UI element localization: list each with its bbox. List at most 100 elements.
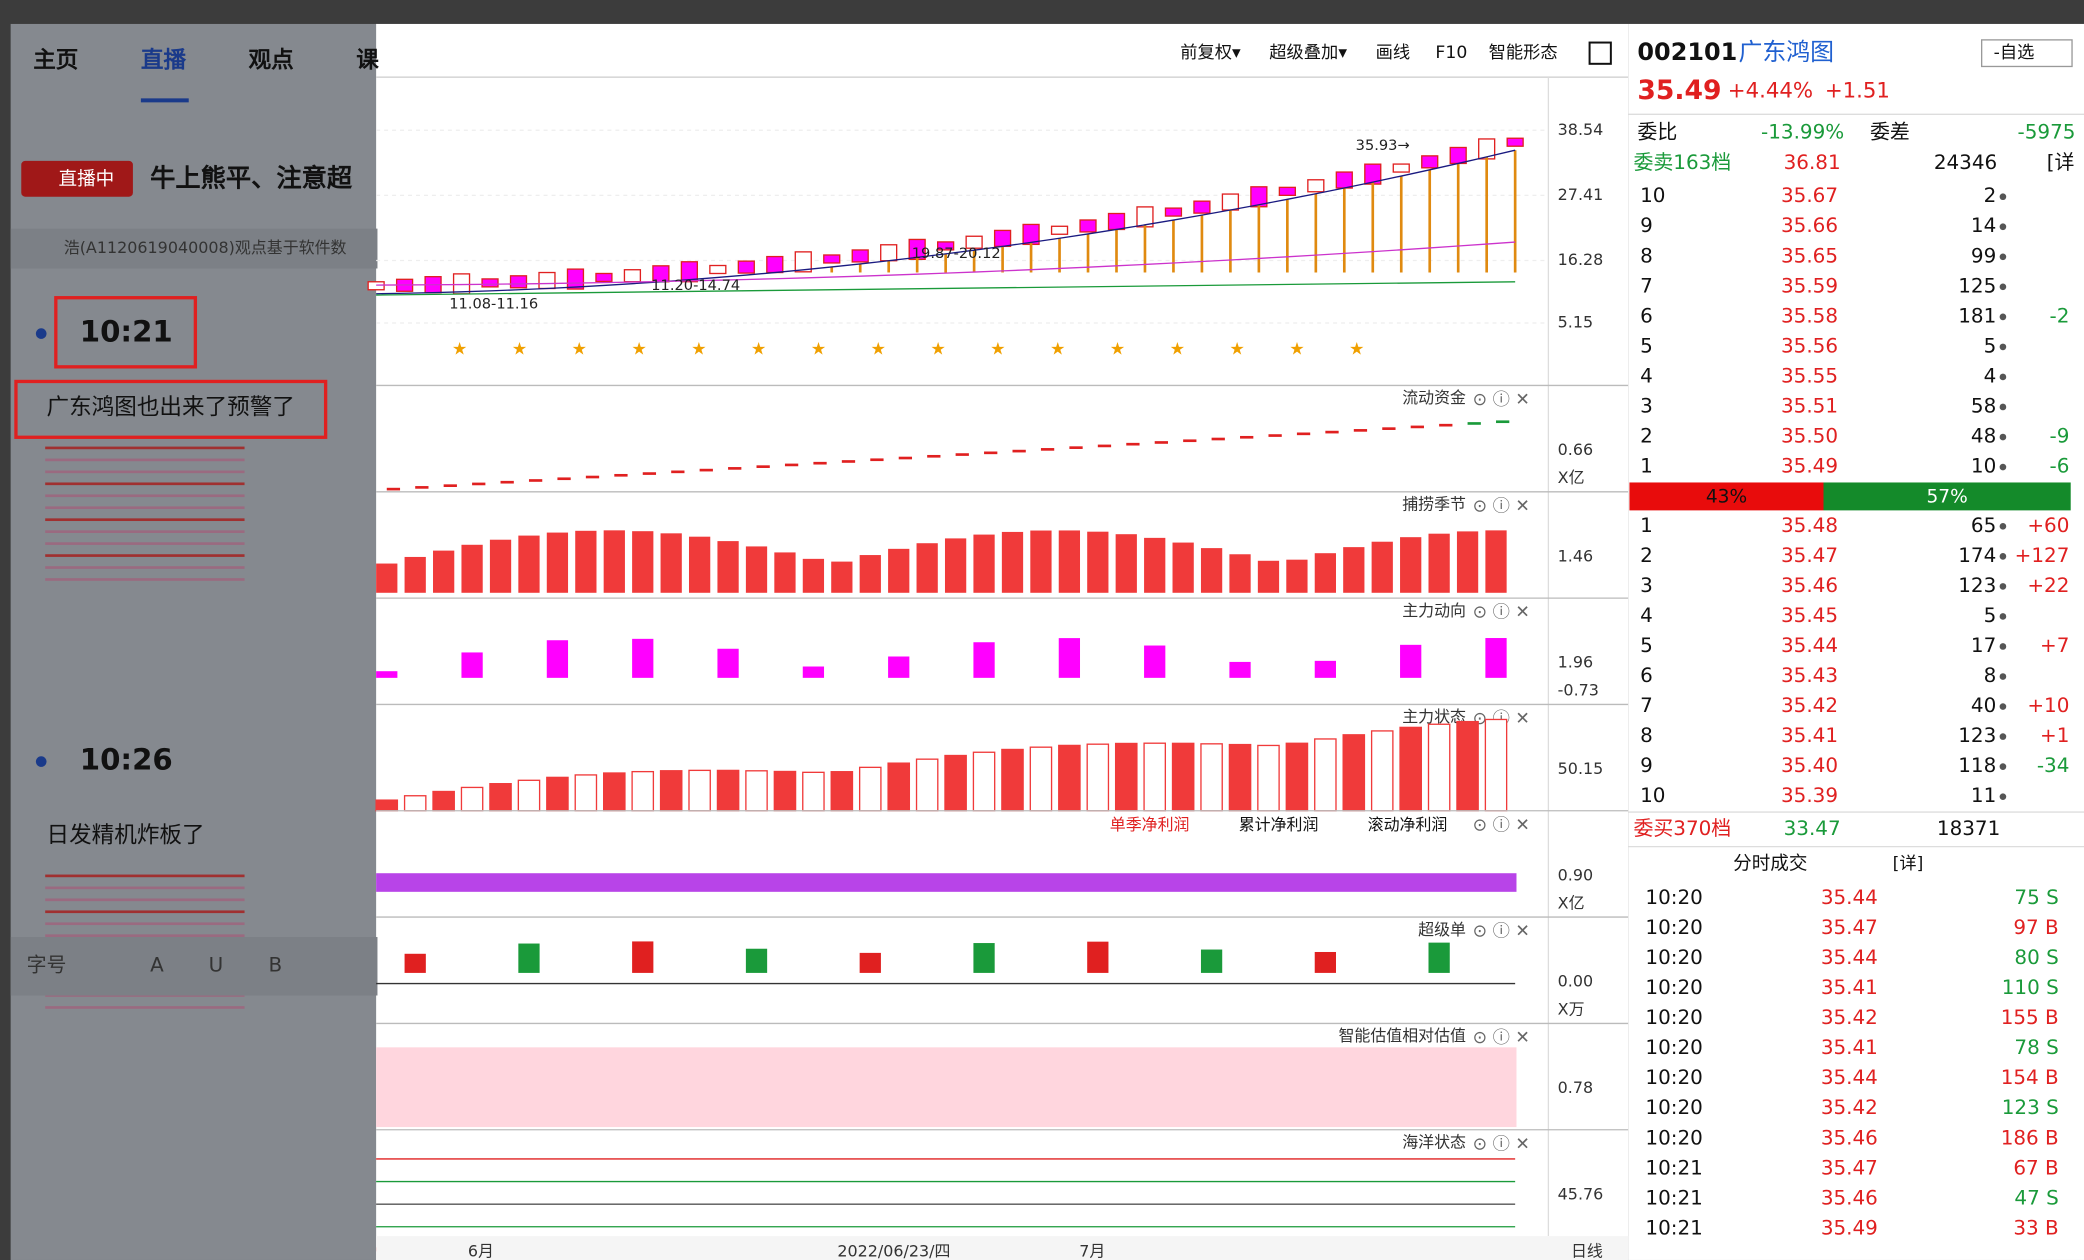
thumb-line	[45, 518, 245, 522]
season-bar	[461, 544, 483, 593]
signal-star: ★	[1349, 340, 1364, 360]
state-bar	[716, 769, 740, 812]
toolbar-button[interactable]: F10	[1435, 43, 1467, 63]
editor-button[interactable]: A	[150, 954, 164, 977]
state-bar	[1456, 720, 1479, 812]
buy-level: 10	[1640, 784, 1665, 807]
season-bar	[489, 539, 512, 593]
signal-star: ★	[691, 340, 706, 360]
season-bar	[1001, 531, 1024, 593]
sell-level: 7	[1640, 274, 1653, 297]
ratio-label: 委比	[1637, 120, 1677, 143]
candle	[1278, 186, 1296, 197]
panel-axis-label: 0.66	[1558, 440, 1594, 459]
stock-name: 广东鸿图	[1738, 38, 1834, 66]
trade-volume: 67 B	[2013, 1156, 2058, 1179]
volume-dot	[1999, 373, 2007, 381]
volume-dot	[1999, 733, 2007, 740]
buy-price: 35.42	[1781, 694, 1838, 717]
flow-bar	[802, 666, 825, 678]
signal-star: ★	[811, 340, 826, 360]
volume-dot	[1999, 313, 2007, 321]
panel-tab[interactable]: 滚动净利润	[1368, 815, 1448, 834]
trade-time: 10:20	[1645, 1096, 1702, 1119]
sell-volume: 5	[1984, 334, 1997, 357]
nav-tab[interactable]: 课	[356, 48, 379, 74]
season-bar	[1485, 530, 1507, 593]
sell-price: 35.56	[1781, 334, 1838, 357]
season-bar	[1200, 548, 1223, 593]
nav-tab[interactable]: 直播	[141, 47, 187, 74]
nav-tab[interactable]: 观点	[249, 48, 295, 74]
sell-volume: 14	[1971, 214, 1996, 237]
thumb-line	[45, 1006, 245, 1009]
buy-level: 7	[1640, 694, 1653, 717]
state-bar	[773, 770, 797, 812]
sell-header: 委卖163档	[1633, 151, 1731, 174]
sell-level: 8	[1640, 244, 1653, 267]
season-bar	[1030, 530, 1052, 593]
toolbar-button[interactable]: 超级叠加▾	[1269, 43, 1347, 63]
state-bar	[915, 758, 939, 812]
buy-volume: 5	[1984, 604, 1997, 627]
thumb-line	[45, 554, 245, 557]
nav-tab[interactable]: 主页	[33, 48, 78, 74]
headline: 牛上熊平、注意超	[150, 163, 353, 192]
order-bar	[1087, 941, 1109, 973]
state-bar	[574, 774, 598, 812]
buy-level: 3	[1640, 574, 1653, 597]
watch-button[interactable]: -自选	[1994, 43, 2035, 63]
season-bar	[433, 550, 455, 593]
season-bar	[916, 543, 938, 593]
signal-star: ★	[1229, 340, 1244, 360]
sell-price: 35.65	[1781, 244, 1838, 267]
editor-button[interactable]: 字号	[27, 954, 67, 977]
flow-bar	[888, 656, 910, 678]
thumb-line	[45, 910, 245, 914]
signal-star: ★	[990, 340, 1005, 360]
post-text: 广东鸿图也出来了预警了	[47, 395, 295, 421]
editor-button[interactable]: U	[209, 954, 224, 977]
trade-time: 10:20	[1645, 976, 1702, 999]
toolbar-button[interactable]: 画线	[1376, 43, 1411, 63]
trades-detail[interactable]: [详]	[1893, 854, 1924, 874]
editor-button[interactable]: B	[268, 954, 282, 977]
sell-volume: 58	[1971, 394, 1996, 417]
post-time: 10:26	[80, 743, 173, 777]
thumb-line	[45, 934, 245, 938]
buy-volume: 8	[1984, 664, 1997, 687]
season-bar	[1172, 542, 1194, 593]
state-bar	[1228, 743, 1252, 812]
panel-tab[interactable]: 累计净利润	[1239, 815, 1319, 834]
candle	[937, 241, 955, 251]
live-badge-bg	[21, 160, 133, 197]
candle	[680, 261, 699, 283]
trade-price: 35.42	[1821, 1006, 1878, 1029]
price-axis-label: 27.41	[1558, 185, 1604, 204]
sell-level: 3	[1640, 394, 1653, 417]
state-bar	[688, 769, 711, 812]
thumb-line	[45, 482, 245, 486]
thumb-line	[45, 578, 245, 581]
state-bar	[1285, 742, 1309, 812]
season-bar	[1456, 531, 1479, 593]
trade-price: 35.46	[1821, 1126, 1878, 1149]
ma-line	[376, 241, 1516, 286]
sell-volume: 2	[1984, 184, 1997, 207]
sell-volume: 125	[1958, 274, 1996, 297]
panel-tab[interactable]: 单季净利润	[1110, 815, 1190, 834]
state-bar	[1171, 742, 1195, 812]
sell-volume: 4	[1984, 364, 1997, 387]
state-bar	[1342, 734, 1366, 812]
buy-price: 35.45	[1781, 604, 1838, 627]
panel-axis-label: X亿	[1558, 468, 1585, 487]
candle	[509, 275, 528, 289]
season-bar	[859, 555, 881, 593]
ma-line	[376, 149, 1516, 295]
season-bar	[1400, 537, 1422, 593]
season-bar	[1115, 534, 1137, 593]
trade-volume: 75 S	[2014, 886, 2058, 909]
toolbar-button[interactable]: 智能形态	[1489, 43, 1558, 63]
volume-dot	[1999, 403, 2007, 411]
toolbar-button[interactable]: 前复权▾	[1180, 43, 1241, 63]
